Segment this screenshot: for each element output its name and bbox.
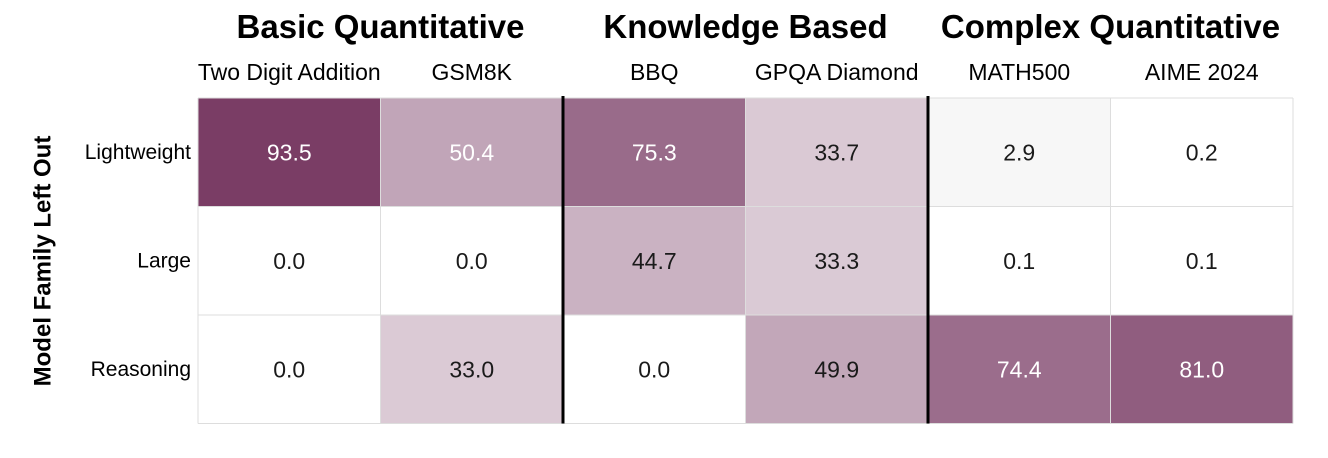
cell-value-label: 93.5	[267, 139, 312, 165]
row-label: Lightweight	[85, 141, 191, 164]
heatmap-cell	[928, 315, 1111, 424]
heatmap-cell	[1110, 315, 1293, 424]
heatmap-cell	[745, 206, 928, 315]
column-label: Two Digit Addition	[198, 59, 381, 85]
group-labels: Basic Quantitative Knowledge Based Complex…	[237, 8, 1281, 45]
cell-value-label: 0.0	[638, 356, 670, 382]
heatmap-cell	[1110, 206, 1293, 315]
heatmap-cell	[380, 98, 563, 207]
cell-value-label: 33.0	[449, 356, 494, 382]
heatmap-cell	[928, 98, 1111, 207]
group-label: Knowledge Based	[603, 8, 887, 45]
cell-value-label: 2.9	[1003, 139, 1035, 165]
cell-value-label: 49.9	[814, 356, 859, 382]
cell-value-label: 0.2	[1186, 139, 1218, 165]
row-label: Large	[137, 249, 191, 272]
heatmap-cell	[563, 98, 746, 207]
cell-value-label: 33.3	[814, 248, 859, 274]
column-label: MATH500	[968, 59, 1070, 85]
heatmap-gridlines	[197, 97, 1294, 424]
y-axis-label: Model Family Left Out	[29, 136, 56, 387]
column-labels: Two Digit Addition GSM8K BBQ GPQA Diamond MA…	[198, 59, 1259, 85]
group-separators	[561, 96, 930, 424]
cell-value-label: 0.0	[273, 356, 305, 382]
heatmap-cells: 93.5 50.4 75.3 33.7 2.9 0.2 0.0 0.0 44.7 33.3 0.1 0…	[198, 98, 1293, 424]
column-label: GSM8K	[431, 59, 512, 85]
column-label: BBQ	[630, 59, 679, 85]
cell-value-label: 0.0	[456, 248, 488, 274]
heatmap-cell	[1110, 98, 1293, 207]
heatmap-cell	[745, 315, 928, 424]
heatmap-cell	[198, 206, 381, 315]
cell-value-label: 74.4	[997, 356, 1042, 382]
cell-value-label: 33.7	[814, 139, 859, 165]
heatmap-cell	[928, 206, 1111, 315]
column-label: GPQA Diamond	[755, 59, 919, 85]
heatmap-cell	[563, 315, 746, 424]
cell-value-label: 0.1	[1003, 248, 1035, 274]
heatmap-cell	[198, 98, 381, 207]
heatmap-cell	[745, 98, 928, 207]
heatmap-cell	[380, 206, 563, 315]
row-label: Reasoning	[91, 358, 191, 381]
heatmap-cell	[198, 315, 381, 424]
row-labels: Lightweight Large Reasoning	[85, 141, 191, 381]
cell-value-label: 50.4	[449, 139, 494, 165]
column-label: AIME 2024	[1145, 59, 1259, 85]
group-label: Basic Quantitative	[237, 8, 525, 45]
heatmap-cell	[380, 315, 563, 424]
group-label: Complex Quantitative	[941, 8, 1280, 45]
cell-value-label: 0.0	[273, 248, 305, 274]
heatmap-cell	[563, 206, 746, 315]
cell-value-label: 44.7	[632, 248, 677, 274]
cell-value-label: 75.3	[632, 139, 677, 165]
cell-value-label: 0.1	[1186, 248, 1218, 274]
cell-value-label: 81.0	[1179, 356, 1224, 382]
